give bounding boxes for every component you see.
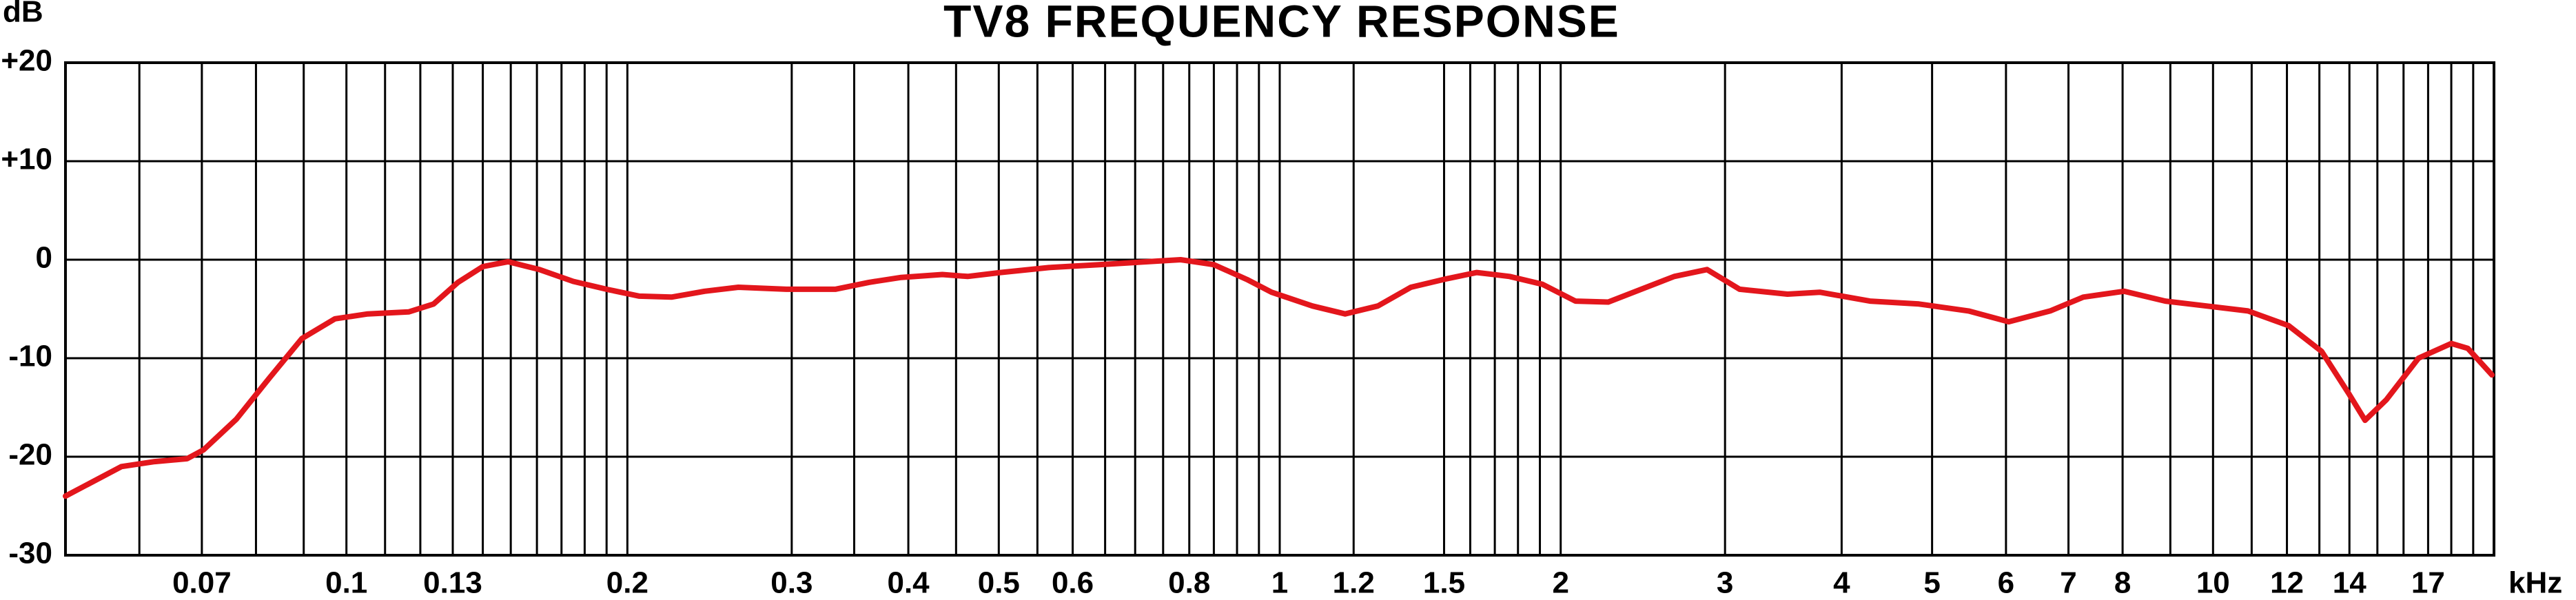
y-axis-label: dB xyxy=(3,0,43,29)
x-tick-label: 7 xyxy=(2060,566,2076,600)
y-tick-label: +10 xyxy=(1,143,52,176)
x-tick-label: 0.8 xyxy=(1168,566,1210,600)
x-tick-label: 0.4 xyxy=(887,566,930,600)
x-tick-label: 0.1 xyxy=(325,566,367,600)
x-tick-label: 10 xyxy=(2196,566,2230,600)
y-tick-label: 0 xyxy=(36,241,52,275)
x-tick-label: 2 xyxy=(1552,566,1568,600)
x-tick-label: 3 xyxy=(1717,566,1733,600)
y-tick-label: -20 xyxy=(8,438,52,472)
x-tick-label: 0.3 xyxy=(770,566,812,600)
x-tick-label: 6 xyxy=(1998,566,2014,600)
x-tick-label: 0.13 xyxy=(423,566,482,600)
x-tick-label: 1 xyxy=(1271,566,1288,600)
x-tick-label: 12 xyxy=(2270,566,2304,600)
y-tick-label: -30 xyxy=(8,537,52,570)
plot-frame xyxy=(64,61,2495,557)
y-tick-label: -10 xyxy=(8,340,52,373)
x-axis-label: kHz xyxy=(2508,566,2562,600)
x-tick-label: 8 xyxy=(2114,566,2131,600)
x-tick-label: 0.6 xyxy=(1052,566,1094,600)
x-tick-label: 1.2 xyxy=(1333,566,1375,600)
x-tick-label: 0.2 xyxy=(606,566,648,600)
response-curve xyxy=(63,257,2495,499)
x-tick-label: 4 xyxy=(1833,566,1850,600)
chart-title: TV8 FREQUENCY RESPONSE xyxy=(943,0,1620,46)
x-tick-label: 5 xyxy=(1923,566,1940,600)
x-tick-label: 0.5 xyxy=(978,566,1020,600)
x-tick-label: 17 xyxy=(2411,566,2445,600)
x-tick-label: 1.5 xyxy=(1423,566,1465,600)
x-tick-label: 14 xyxy=(2333,566,2367,600)
y-tick-label: +20 xyxy=(1,44,52,78)
x-tick-label: 0.07 xyxy=(172,566,232,600)
